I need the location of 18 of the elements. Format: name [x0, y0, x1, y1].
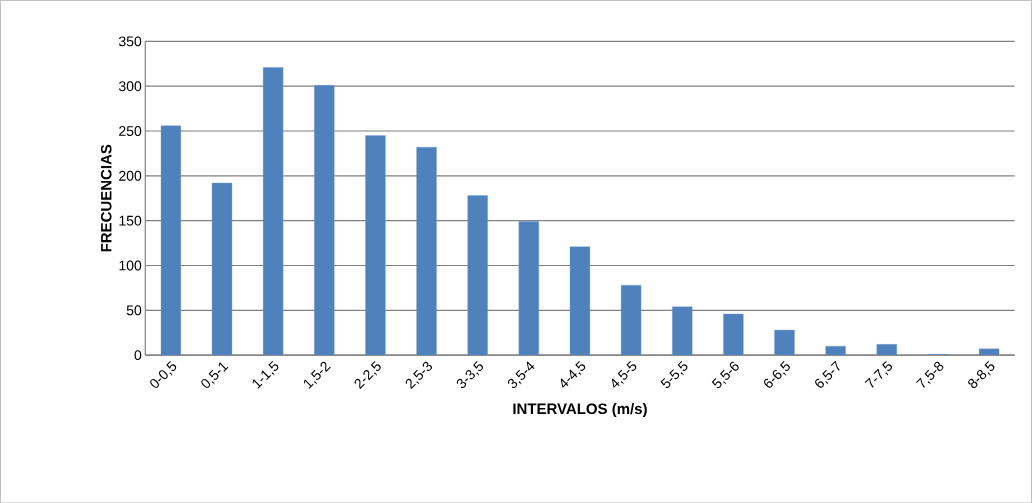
bar [723, 313, 744, 355]
bar [416, 146, 437, 355]
bar [518, 221, 540, 355]
y-tick-label: 350 [118, 36, 142, 47]
bar [467, 195, 488, 355]
y-tick-label: 250 [119, 125, 142, 136]
x-axis-title: INTERVALOS (m/s) [513, 402, 647, 417]
bar [672, 306, 693, 355]
y-axis-title: FRECUENCIAS [100, 144, 112, 252]
y-tick-label: 0 [134, 349, 142, 360]
bar [262, 66, 284, 355]
bar [365, 135, 386, 355]
y-tick-label: 50 [126, 305, 142, 316]
y-tick-label: 300 [118, 81, 142, 91]
y-tick-label: 200 [119, 170, 142, 181]
bar [314, 84, 335, 355]
y-tick-label: 150 [119, 215, 142, 226]
y-tick-label: 100 [119, 260, 142, 271]
